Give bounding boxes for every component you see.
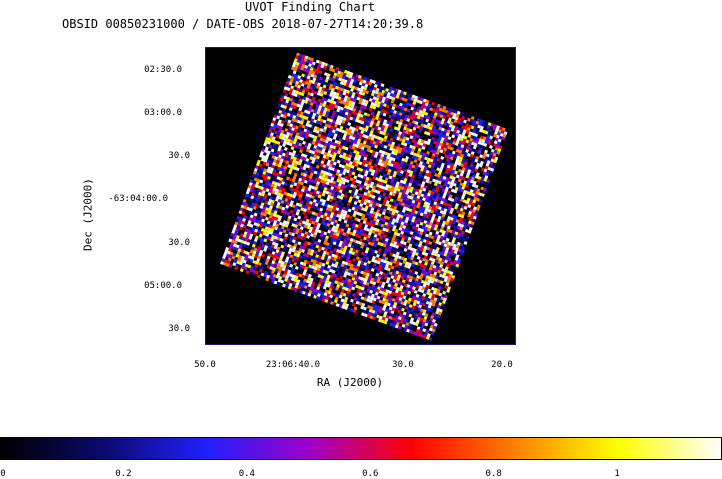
- x-tick-label: 23:06:40.0: [265, 360, 321, 370]
- x-axis-label: RA (J2000): [316, 376, 384, 389]
- exposure-tile: [220, 52, 508, 341]
- y-tick-label: 30.0: [168, 324, 190, 334]
- y-tick-label: 30.0: [168, 238, 190, 248]
- chart-title: UVOT Finding Chart: [244, 0, 376, 14]
- colorbar-tick-label: 0.6: [362, 469, 379, 479]
- colorbar-tick-label: 1: [614, 469, 620, 479]
- x-tick-label: 20.0: [491, 360, 513, 370]
- y-tick-label: 30.0: [168, 151, 190, 161]
- colorbar-tick-label: 0.2: [115, 469, 132, 479]
- image-canvas: [206, 48, 515, 344]
- x-tick-label: 30.0: [392, 360, 414, 370]
- y-tick-label: 03:00.0: [144, 108, 182, 118]
- colorbar-tick-label: 0: [0, 469, 6, 479]
- y-tick-label: -63:04:00.0: [108, 194, 168, 204]
- chart-subtitle: OBSID 00850231000 / DATE-OBS 2018-07-27T…: [62, 17, 424, 31]
- finding-chart-image: [205, 47, 516, 345]
- y-axis-label: Dec (J2000): [81, 178, 95, 251]
- y-tick-label: 05:00.0: [144, 281, 182, 291]
- colorbar: [0, 437, 722, 460]
- y-tick-label: 02:30.0: [144, 65, 182, 75]
- colorbar-tick-label: 0.4: [238, 469, 255, 479]
- x-tick-label: 50.0: [194, 360, 216, 370]
- colorbar-tick-label: 0.8: [485, 469, 502, 479]
